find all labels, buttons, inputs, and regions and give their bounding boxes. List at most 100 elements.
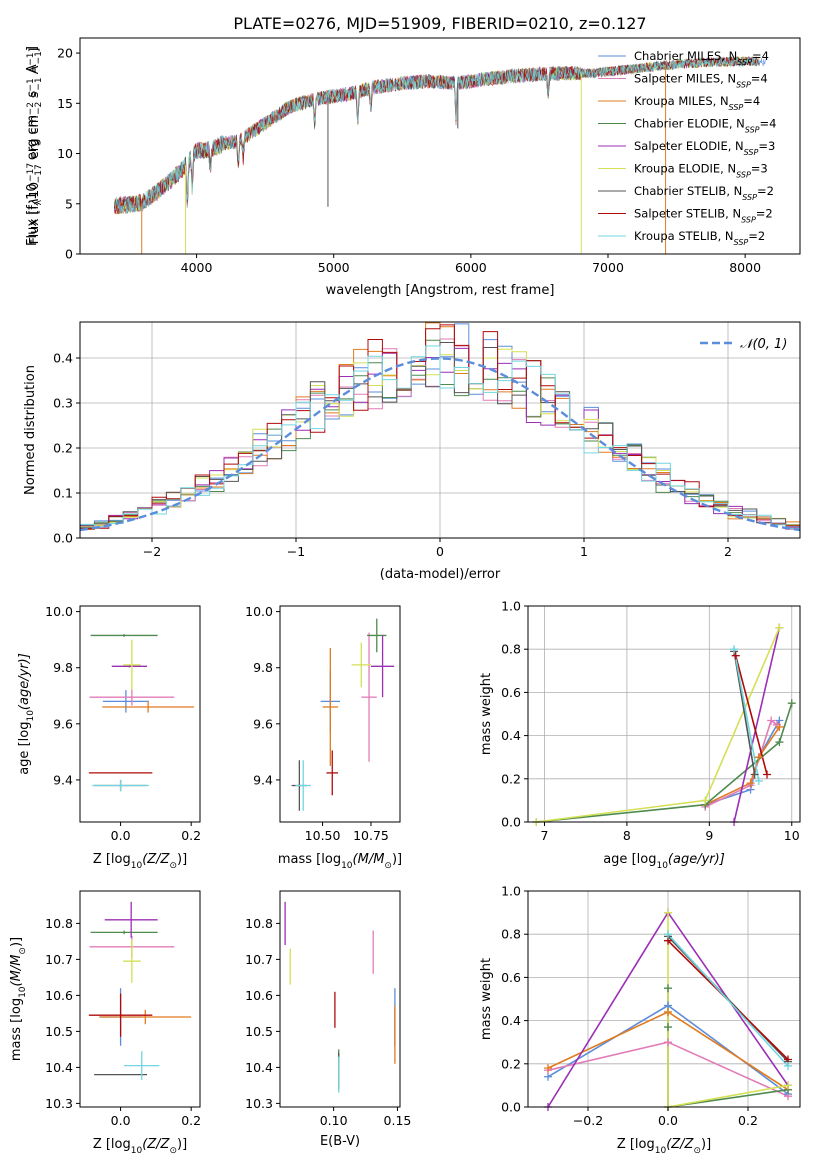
figure-title: PLATE=0276, MJD=51909, FIBERID=0210, z=0… bbox=[233, 14, 646, 33]
y-tick-label: 9.8 bbox=[53, 660, 73, 675]
y-tick-label: 10.5 bbox=[245, 1024, 273, 1039]
x-tick-label: −1 bbox=[287, 544, 305, 559]
x-tick-label: 0.0 bbox=[111, 1113, 131, 1128]
y-tick-label: 10.4 bbox=[245, 1060, 273, 1075]
series-line bbox=[734, 655, 768, 775]
x-axis-label: E(B-V) bbox=[320, 1134, 360, 1149]
x-tick-label: 10.50 bbox=[305, 828, 341, 843]
x-tick-label: 9 bbox=[705, 828, 713, 843]
axes-frame bbox=[79, 605, 201, 823]
x-tick-label: 0.15 bbox=[384, 1113, 412, 1128]
x-tick-label: 7 bbox=[541, 828, 549, 843]
x-tick-label: −0.2 bbox=[573, 1113, 603, 1128]
y-tick-label: 0.1 bbox=[53, 486, 73, 501]
x-tick-label: 0.0 bbox=[111, 828, 131, 843]
series-marker bbox=[664, 930, 672, 939]
series-marker bbox=[731, 651, 740, 660]
y-tick-label: 1.0 bbox=[501, 884, 521, 899]
panel-mw_vs_Z: −0.2 0.0 0.2 0.0 0.2 0.4 0.6 0.8 1.0 Z [log10(Z/Z… bbox=[479, 884, 801, 1156]
y-tick-label: 9.4 bbox=[53, 772, 73, 787]
y-tick-label: 10.4 bbox=[45, 1060, 73, 1075]
panel-mass_vs_ebv: 0.10 0.15 10.3 10.4 10.5 10.6 10.7 10.8 E(B-V) bbox=[245, 890, 412, 1149]
y-axis-label: Normed distribution bbox=[23, 365, 38, 495]
y-tick-label: 0.2 bbox=[501, 771, 521, 786]
y-axis-label: Flux [fλ10−17 erg cm−2 s−1 A−1] bbox=[25, 46, 44, 246]
series-line bbox=[667, 912, 789, 1107]
x-tick-label: 0.2 bbox=[181, 828, 201, 843]
spectrum-line bbox=[114, 56, 760, 214]
x-axis-label: Z [log10(Z/Z⊙)] bbox=[93, 852, 187, 871]
series-marker bbox=[763, 770, 772, 779]
series-marker bbox=[664, 1007, 672, 1016]
x-axis-label: Z [log10(Z/Z⊙)] bbox=[617, 1137, 711, 1156]
y-tick-label: 0.6 bbox=[501, 685, 521, 700]
x-tick-label: −2 bbox=[143, 544, 161, 559]
legend-label: Salpeter ELODIE, NSSP=3 bbox=[634, 139, 775, 157]
axes-frame bbox=[279, 605, 401, 823]
y-tick-label: 10.6 bbox=[45, 988, 73, 1003]
axes-frame bbox=[527, 890, 801, 1108]
y-tick-label: 0.0 bbox=[501, 1100, 521, 1115]
series-marker bbox=[664, 1038, 672, 1047]
y-tick-label: 0.4 bbox=[501, 728, 521, 743]
series-line bbox=[733, 627, 781, 822]
legend-label: 𝒩(0, 1) bbox=[740, 337, 787, 352]
plot-area bbox=[291, 618, 395, 811]
legend-label: Kroupa ELODIE, NSSP=3 bbox=[634, 162, 768, 180]
plot-area bbox=[284, 901, 396, 1093]
y-axis-label: age [log10(age/yr)] bbox=[17, 653, 36, 775]
x-axis-label: age [log10(age/yr)] bbox=[603, 852, 725, 871]
series-line bbox=[733, 651, 756, 775]
y-axis-label: mass [log10(M/M⊙)] bbox=[9, 937, 28, 1061]
histogram-step bbox=[80, 345, 800, 538]
series-marker bbox=[701, 796, 710, 805]
y-tick-label: 10.6 bbox=[245, 988, 273, 1003]
y-tick-label: 10.7 bbox=[245, 952, 273, 967]
x-tick-label: 10.75 bbox=[353, 828, 389, 843]
plot-area bbox=[88, 634, 194, 792]
axes-frame bbox=[79, 890, 201, 1108]
y-axis-label: mass weight bbox=[479, 673, 494, 755]
plot-area bbox=[547, 911, 789, 1107]
x-tick-label: 0.2 bbox=[738, 1113, 758, 1128]
series-marker bbox=[767, 716, 776, 725]
y-tick-label: 10.8 bbox=[245, 916, 273, 931]
y-tick-label: 0.0 bbox=[53, 531, 73, 546]
series-marker bbox=[784, 1081, 792, 1090]
series-line bbox=[733, 649, 760, 782]
series-marker bbox=[664, 1023, 672, 1032]
y-tick-label: 10.3 bbox=[45, 1096, 73, 1111]
y-tick-label: 0.4 bbox=[501, 1013, 521, 1028]
x-tick-label: 2 bbox=[724, 544, 732, 559]
x-tick-label: 0 bbox=[436, 544, 444, 559]
series-marker bbox=[750, 770, 759, 779]
y-tick-label: 10.5 bbox=[45, 1024, 73, 1039]
y-tick-label: 10.0 bbox=[245, 604, 273, 619]
series-marker bbox=[664, 984, 672, 993]
plot-area bbox=[88, 901, 192, 1080]
series-line bbox=[667, 933, 789, 1067]
x-tick-label: 7000 bbox=[592, 260, 624, 275]
y-tick-label: 0.0 bbox=[501, 815, 521, 830]
legend-label: Salpeter MILES, NSSP=4 bbox=[634, 72, 768, 90]
series-marker bbox=[544, 1064, 552, 1073]
panel-residuals: −2 −1 0 1 2 0.0 0.1 0.2 0.3 0.4 (data-model)/error… bbox=[23, 321, 801, 582]
y-tick-label: 9.4 bbox=[253, 772, 273, 787]
legend-label: Kroupa STELIB, NSSP=2 bbox=[634, 229, 765, 247]
series-marker bbox=[746, 779, 755, 788]
panel-age_vs_mass: 10.50 10.75 9.4 9.6 9.8 10.0 mass [log10(M/M⊙)… bbox=[245, 604, 402, 871]
series-marker bbox=[775, 722, 784, 731]
legend: Chabrier MILES, NSSP=4 Salpeter MILES, NS… bbox=[598, 49, 776, 247]
series-line bbox=[704, 720, 781, 806]
x-axis-label: (data-model)/error bbox=[380, 567, 501, 582]
x-tick-label: 8000 bbox=[729, 260, 761, 275]
axes-frame bbox=[79, 37, 801, 255]
x-tick-label: 0.0 bbox=[658, 1113, 678, 1128]
y-tick-label: 10.8 bbox=[45, 916, 73, 931]
x-tick-label: 10 bbox=[784, 828, 800, 843]
y-tick-label: 0.3 bbox=[53, 396, 73, 411]
y-tick-label: 0 bbox=[65, 247, 73, 262]
y-axis-label: mass weight bbox=[479, 958, 494, 1040]
gaussian-curve bbox=[80, 357, 800, 532]
